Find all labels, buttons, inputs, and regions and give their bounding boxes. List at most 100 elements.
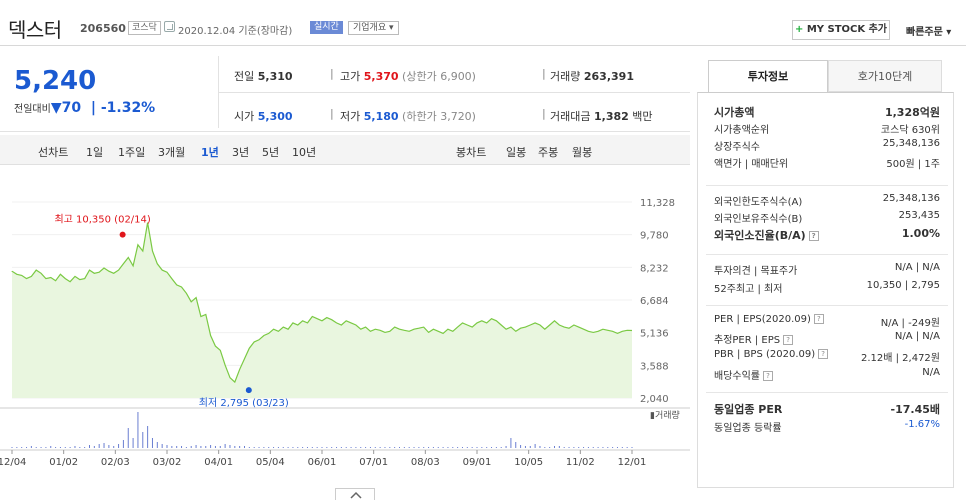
quick-order-button[interactable]: 빠른주문 ▾	[906, 27, 952, 38]
volume-bar	[500, 447, 502, 448]
help-icon[interactable]: ?	[783, 335, 794, 345]
info-label: 52주최고 | 최저	[714, 284, 783, 295]
volume-bar	[108, 445, 110, 448]
volume-bar	[374, 447, 376, 448]
low-price: 저가 5,180 (하한가 3,720)	[340, 110, 476, 123]
divider	[218, 92, 690, 93]
info-label: 외국인보유주식수(B)	[714, 214, 803, 225]
volume-bar	[331, 447, 333, 448]
prev-close: 전일 5,310	[234, 70, 293, 83]
volume-bar	[118, 444, 120, 448]
realtime-button[interactable]: 실시간	[310, 21, 343, 34]
volume-bar	[93, 446, 95, 448]
volume-bar	[11, 447, 13, 448]
volume-bar	[379, 447, 381, 448]
volume-bar	[244, 446, 245, 448]
volume-bar	[273, 447, 275, 448]
period-option[interactable]: 10년	[292, 146, 317, 159]
y-tick-label: 5,136	[640, 329, 669, 340]
chevron-up-icon[interactable]	[335, 488, 375, 500]
volume-bar	[452, 447, 454, 448]
y-tick-label: 2,040	[640, 394, 669, 405]
candle-option[interactable]: 주봉	[538, 146, 559, 159]
current-price: 5,240	[14, 66, 97, 96]
help-icon[interactable]: ?	[818, 349, 829, 359]
volume-bar	[336, 447, 338, 448]
help-icon[interactable]: ?	[763, 371, 773, 381]
volume-bar	[277, 447, 279, 448]
volume-bar	[142, 432, 144, 448]
clock-icon	[164, 21, 175, 32]
volume-bar	[573, 447, 575, 448]
info-row: 추정PER | EPS? N/A | N/A	[714, 331, 940, 346]
x-tick-label: 12/01	[618, 457, 647, 468]
volume-bar	[534, 444, 536, 448]
info-label: 액면가 | 매매단위	[714, 159, 789, 170]
info-label: 동일업종 등락률	[714, 423, 782, 434]
tab-order-book[interactable]: 호가10단계	[828, 60, 942, 92]
volume-bar	[161, 444, 163, 448]
help-icon[interactable]: ?	[813, 314, 824, 324]
volume-bar	[621, 447, 623, 448]
volume-bar	[263, 447, 265, 448]
volume-bar	[505, 446, 507, 448]
info-label: 외국인소진율(B/A)	[714, 229, 806, 242]
company-info-dropdown[interactable]: 기업개요 ▾	[348, 21, 399, 35]
volume-bar	[292, 447, 294, 448]
high-marker	[119, 231, 126, 238]
info-value: 1,328억원	[884, 106, 940, 119]
info-row: 상장주식수 25,348,136	[714, 138, 940, 153]
info-row: 액면가 | 매매단위 500원 | 1주	[714, 155, 940, 170]
tab-investment-info[interactable]: 투자정보	[708, 60, 828, 92]
line-chart-label: 선차트	[38, 146, 69, 159]
volume-bar	[229, 445, 231, 448]
x-tick-label: 09/01	[463, 457, 492, 468]
volume-bar	[321, 447, 323, 448]
volume-bar	[476, 447, 478, 448]
period-option[interactable]: 5년	[262, 146, 280, 159]
period-option[interactable]: 1년	[201, 146, 219, 159]
price-chart[interactable]: 11,328 9,780 8,232 6,684 5,136 3,588 2,040 최고 1…	[0, 170, 690, 470]
candle-option[interactable]: 일봉	[506, 146, 527, 159]
volume-bar	[190, 446, 192, 448]
volume-bar	[103, 443, 105, 448]
volume-bar	[137, 412, 139, 448]
volume-bar	[122, 440, 124, 448]
volume-bar	[219, 446, 221, 448]
period-option[interactable]: 1일	[86, 146, 104, 159]
x-tick-label: 05/04	[256, 457, 285, 468]
volume-bar	[16, 447, 18, 448]
period-option[interactable]: 3년	[232, 146, 250, 159]
price-area	[12, 222, 632, 398]
down-arrow-icon: ▼	[50, 100, 62, 116]
candle-option[interactable]: 월봉	[572, 146, 593, 159]
volume-bar	[408, 447, 410, 448]
period-option[interactable]: 3개월	[158, 146, 186, 159]
period-option[interactable]: 1주일	[118, 146, 146, 159]
volume-bar	[602, 447, 604, 448]
volume-bar	[113, 446, 115, 448]
volume-bar	[466, 447, 468, 448]
y-tick-label: 11,328	[640, 198, 675, 209]
volume-bar	[437, 447, 439, 448]
volume-bar	[442, 447, 444, 448]
info-label: 외국인한도주식수(A)	[714, 197, 803, 208]
info-value: 1.00%	[901, 227, 940, 240]
volume-bar	[592, 447, 594, 448]
help-icon[interactable]: ?	[808, 231, 819, 241]
volume-bar	[524, 446, 526, 448]
volume-bar	[495, 447, 497, 448]
volume-bar	[394, 447, 396, 448]
volume-bar	[74, 446, 76, 448]
volume-bar	[355, 447, 357, 448]
info-value: N/A	[922, 367, 940, 378]
x-tick-label: 03/02	[153, 457, 182, 468]
y-tick-label: 9,780	[640, 231, 669, 242]
info-label: PER | EPS(2020.09)	[714, 314, 811, 325]
volume-bar	[399, 447, 400, 448]
stock-code: 206560	[80, 22, 126, 35]
volume-bar	[544, 447, 546, 448]
volume-bar	[59, 447, 61, 448]
volume-bar	[50, 446, 52, 448]
mystock-add-button[interactable]: + MY STOCK 추가	[792, 20, 890, 40]
